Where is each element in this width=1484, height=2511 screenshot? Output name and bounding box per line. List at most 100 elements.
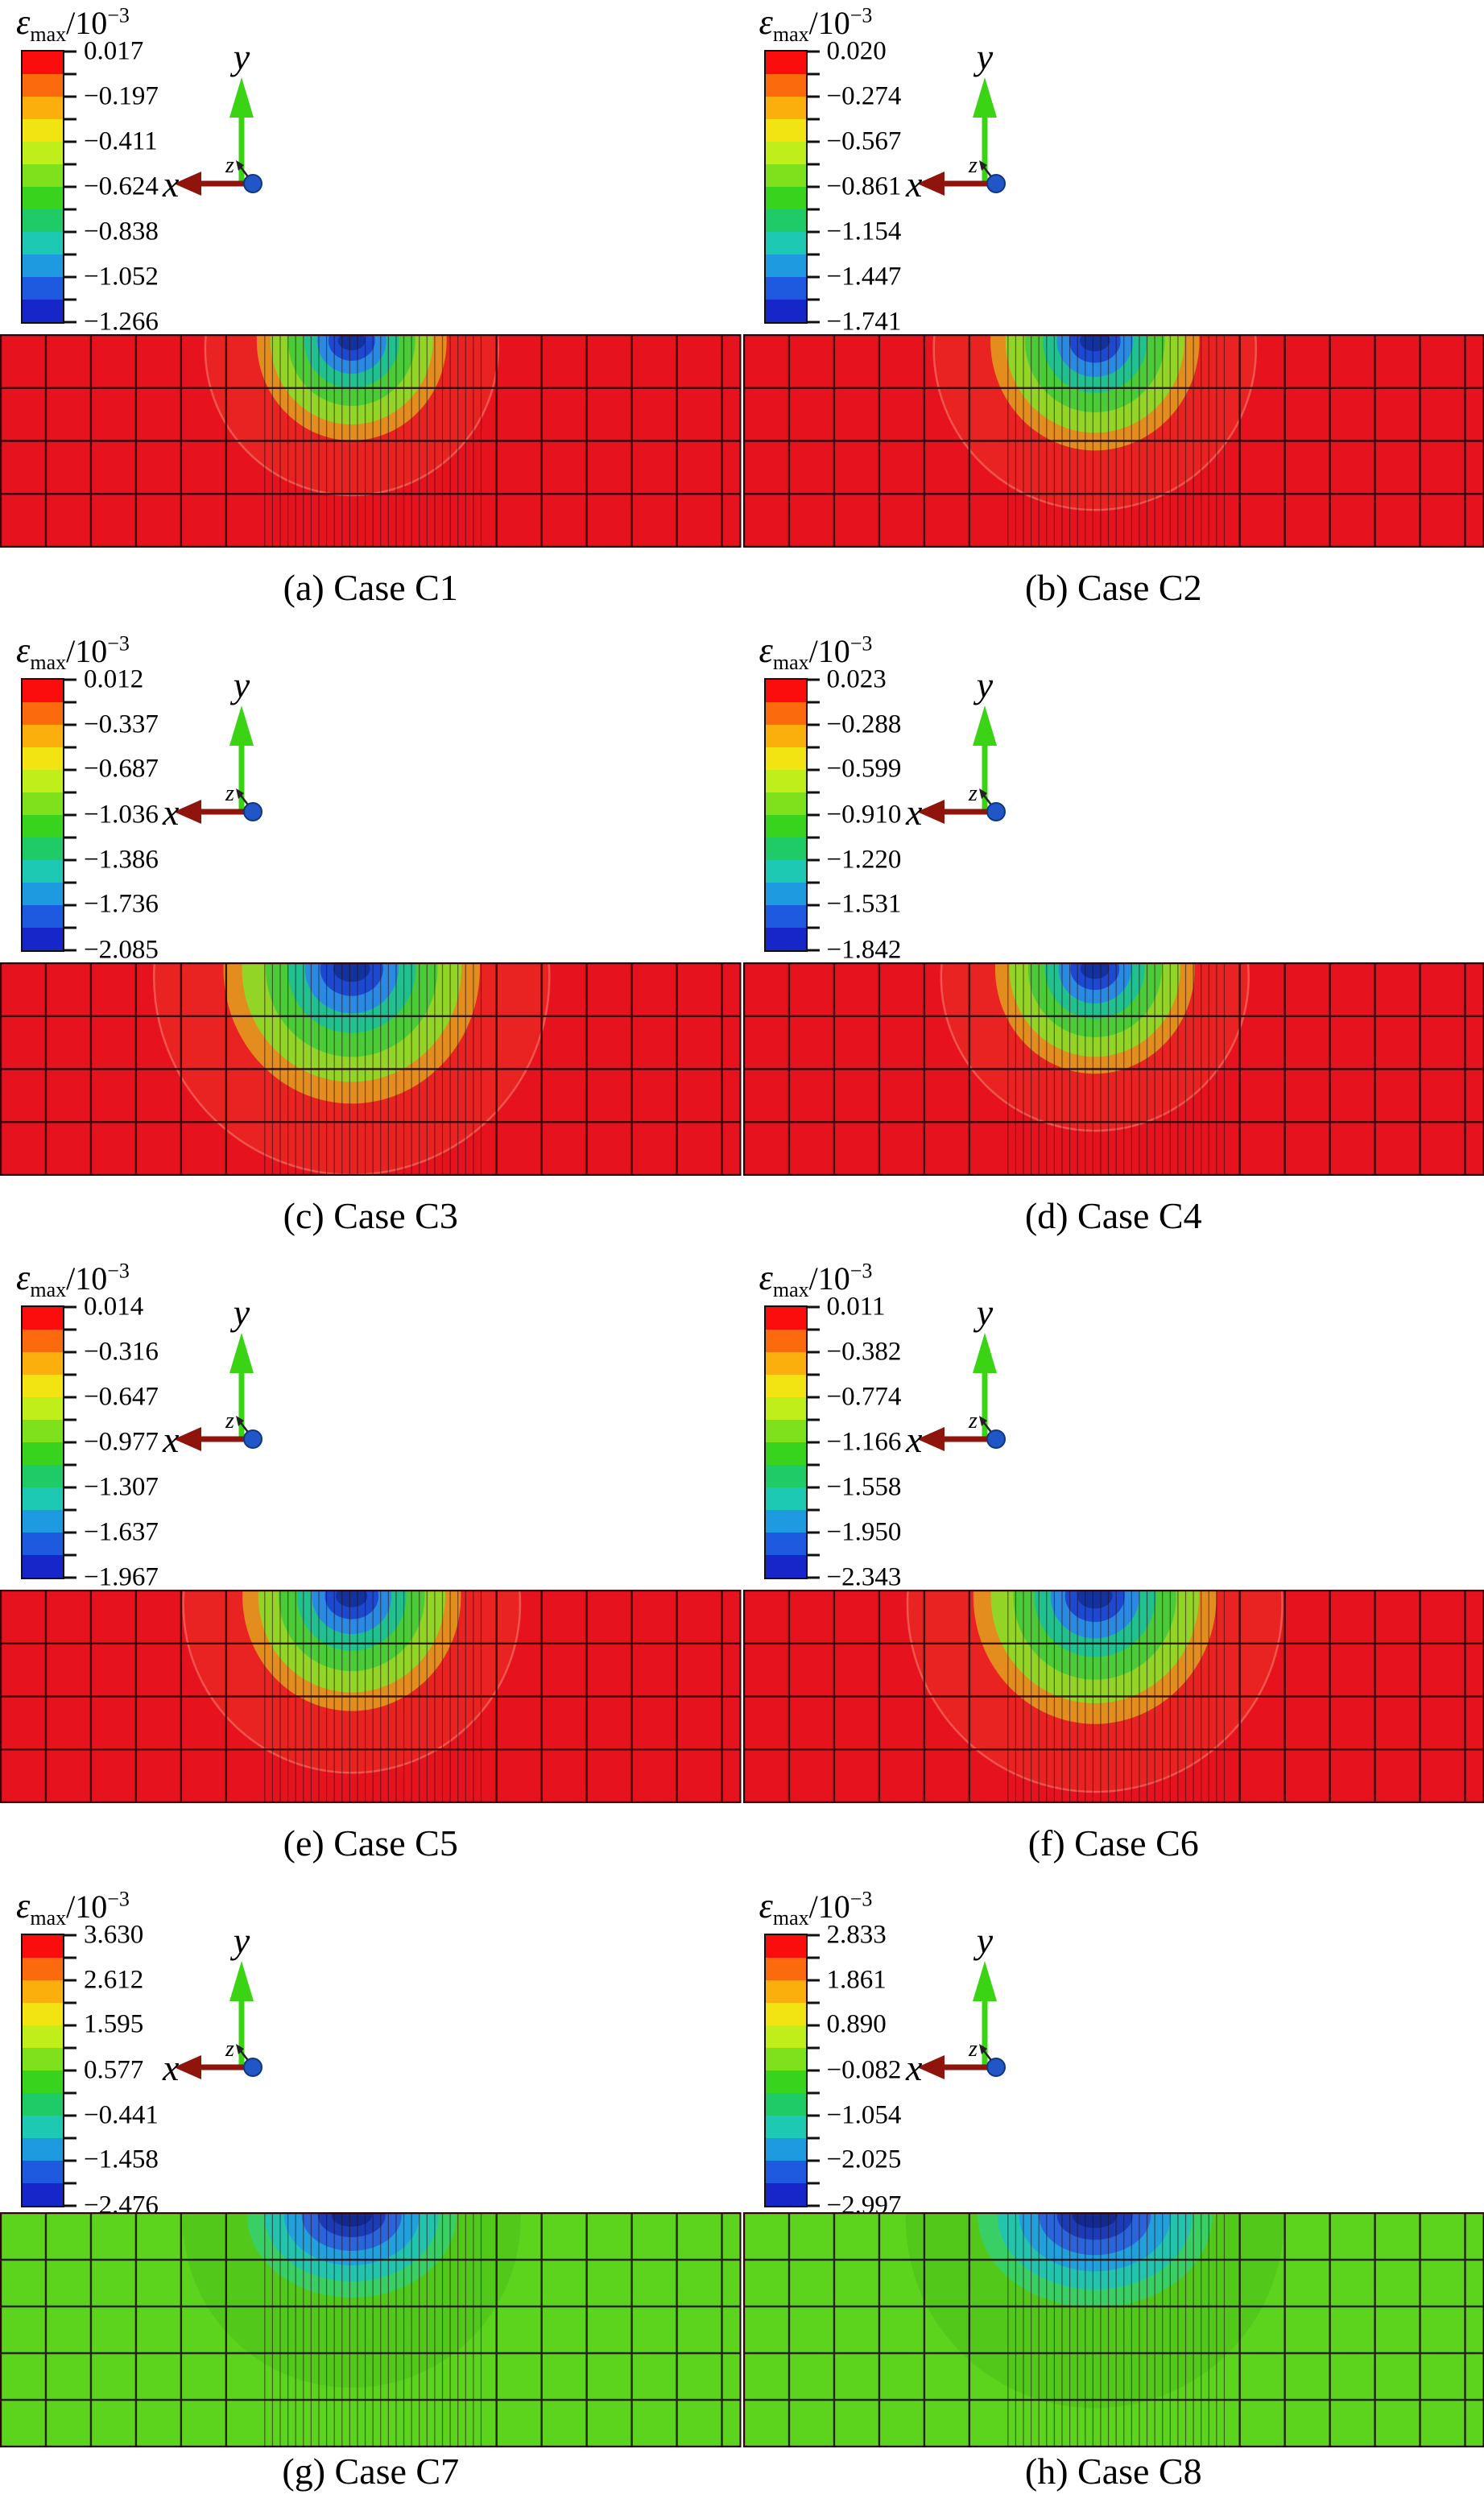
colorbar-tick-label: −0.910 — [826, 800, 902, 829]
colorbar-tick-label: −0.082 — [826, 2055, 902, 2084]
y-axis-label: y — [230, 36, 250, 77]
colorbar-tick-mark — [64, 1441, 76, 1444]
z-axis-arrowhead — [236, 2043, 244, 2054]
colorbar-tick-mark — [807, 1956, 820, 1959]
z-axis-arrowhead — [236, 788, 244, 799]
colorbar-tick-mark — [807, 1531, 820, 1534]
contour-plot — [0, 201, 742, 548]
colorbar-tick-mark — [64, 321, 76, 324]
y-axis-label: y — [230, 1920, 250, 1961]
colorbar-tick-mark — [64, 1373, 76, 1376]
x-axis-label: x — [162, 163, 180, 205]
colorbar-tick-mark — [807, 163, 820, 166]
colorbar-tick-mark — [807, 1396, 820, 1399]
colorbar-tick-mark — [807, 275, 820, 279]
colorbar-tick-mark — [64, 926, 76, 929]
colorbar-gradient — [21, 1933, 64, 2207]
epsilon-symbol: ε — [16, 1258, 31, 1297]
colorbar-tick-label: −0.647 — [84, 1382, 159, 1412]
colorbar-tick-mark — [807, 2091, 820, 2094]
colorbar-tick-label: 0.012 — [84, 664, 144, 693]
colorbar-tick-label: −1.052 — [84, 262, 159, 292]
y-axis-arrowhead — [229, 1960, 254, 2001]
colorbar-tick-mark — [64, 1486, 76, 1489]
colorbar-ticks — [64, 1305, 77, 1579]
y-axis-arrowhead — [972, 1960, 997, 2001]
colorbar-legend: 0.014 −0.316 −0.647 −0.977 −1.307 −1.637… — [21, 1293, 206, 1592]
colorbar-tick-mark — [807, 2204, 820, 2207]
y-axis-arrowhead — [972, 705, 997, 746]
y-axis-label: y — [230, 664, 250, 705]
contour-plot — [0, 777, 742, 1176]
colorbar-tick-mark — [807, 858, 820, 861]
exponent-text: −3 — [849, 1259, 873, 1283]
colorbar-tick-mark — [64, 140, 76, 143]
colorbar-tick-label: −0.624 — [84, 172, 159, 201]
colorbar-tick-mark — [64, 2182, 76, 2184]
colorbar-tick-mark — [64, 50, 76, 53]
colorbar-tick-mark — [64, 2001, 76, 2004]
colorbar-tick-label: −1.637 — [84, 1517, 159, 1547]
z-origin-dot — [986, 1429, 1006, 1449]
colorbar-tick-mark — [807, 1463, 820, 1466]
exponent-text: −3 — [107, 631, 130, 656]
colorbar-tick-mark — [807, 1553, 820, 1557]
colorbar-tick-mark — [807, 904, 820, 906]
case-panel: εmax/10−3 0.011 −0.382 −0.774 −1.166 −1.… — [742, 1256, 1484, 1884]
colorbar-tick-label: −1.531 — [826, 889, 902, 919]
axis-triad: y x z — [905, 36, 1006, 205]
z-axis-arrowhead — [236, 1416, 244, 1426]
colorbar-tick-mark — [64, 185, 76, 188]
colorbar-title: εmax/10−3 — [16, 1886, 130, 1930]
colorbar-tick-label: −0.197 — [84, 81, 159, 111]
colorbar-tick-mark — [64, 1934, 76, 1936]
y-axis-arrowhead — [229, 1333, 254, 1373]
colorbar-tick-mark — [64, 723, 76, 726]
z-axis-arrowhead — [978, 788, 987, 799]
colorbar-tick-mark — [64, 1328, 76, 1331]
axis-triad: y x z — [162, 1920, 262, 2088]
colorbar-gradient — [763, 1305, 808, 1579]
panel-caption: (f) Case C6 — [1027, 1822, 1199, 1864]
contour-mesh — [742, 186, 1484, 548]
divisor-text: /10 — [808, 1888, 850, 1925]
colorbar-title: εmax/10−3 — [16, 1258, 130, 1302]
colorbar-ticks — [64, 50, 77, 324]
colorbar-tick-label: 2.612 — [84, 1965, 144, 1994]
colorbar-tick-mark — [807, 1441, 820, 1444]
colorbar-tick-mark — [807, 253, 820, 256]
contour-plot — [742, 821, 1484, 1176]
colorbar-tick-mark — [64, 1351, 76, 1354]
z-axis-label: z — [968, 781, 978, 806]
epsilon-symbol: ε — [759, 2, 773, 42]
colorbar-tick-mark — [807, 185, 820, 188]
colorbar-tick-mark — [64, 881, 76, 883]
epsilon-symbol: ε — [759, 1885, 773, 1926]
colorbar-legend: 0.011 −0.382 −0.774 −1.166 −1.558 −1.950… — [763, 1293, 949, 1592]
z-origin-dot — [243, 174, 262, 193]
colorbar-title: εmax/10−3 — [759, 1258, 873, 1302]
contour-mesh — [742, 2029, 1484, 2447]
colorbar-tick-mark — [807, 1979, 820, 1981]
x-axis-label: x — [905, 1419, 923, 1460]
colorbar-gradient — [763, 677, 808, 952]
colorbar-tick-mark — [807, 768, 820, 771]
x-axis-arrowhead — [916, 799, 945, 824]
colorbar-tick-label: −1.054 — [826, 2100, 902, 2129]
axis-triad: y x z — [905, 1292, 1006, 1460]
colorbar-tick-mark — [64, 163, 76, 166]
z-axis-label: z — [225, 153, 234, 178]
case-panel: εmax/10−3 0.014 −0.316 −0.647 −0.977 −1.… — [0, 1256, 742, 1884]
colorbar-tick-mark — [64, 2114, 76, 2116]
colorbar-tick-mark — [64, 208, 76, 211]
colorbar-tick-mark — [807, 746, 820, 748]
colorbar-tick-label: −1.220 — [826, 845, 902, 874]
colorbar-tick-mark — [807, 72, 820, 76]
epsilon-symbol: ε — [759, 1258, 773, 1297]
colorbar-tick-label: −0.687 — [84, 754, 159, 784]
z-axis-label: z — [968, 1409, 978, 1433]
colorbar-tick-mark — [807, 1934, 820, 1936]
colorbar-tick-mark — [807, 701, 820, 703]
z-axis-label: z — [225, 781, 234, 806]
contour-plot — [0, 2049, 742, 2447]
